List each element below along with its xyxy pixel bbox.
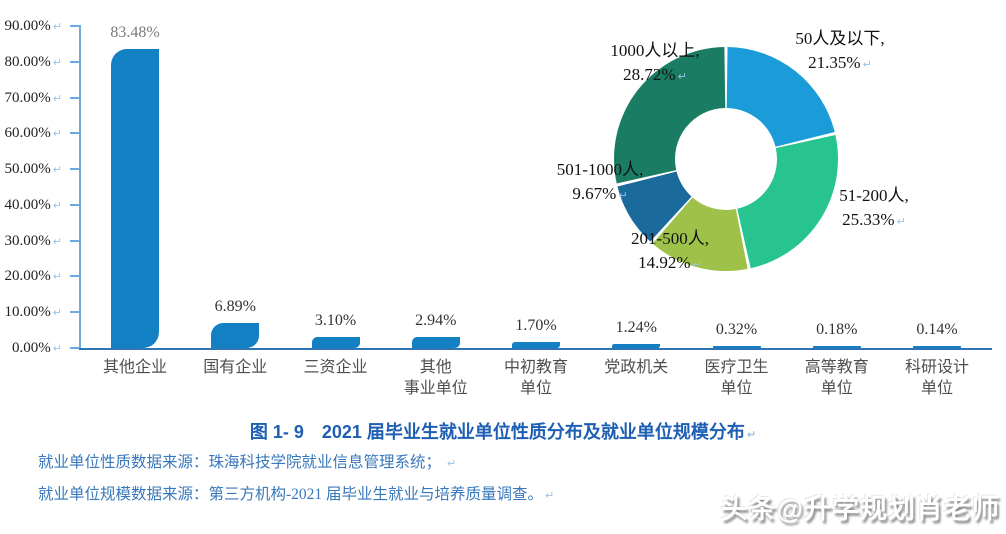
bar-other-enterprises — [111, 49, 159, 348]
y-tick-label: 60.00% ↵ — [4, 125, 62, 142]
bar-other-public-institutions — [411, 337, 460, 348]
y-tick-mark — [70, 132, 80, 135]
y-tick-label: 80.00% ↵ — [4, 53, 62, 70]
bar-primary-secondary-education-units — [512, 341, 560, 348]
y-tick-mark — [70, 311, 80, 314]
return-mark-icon: ↵ — [52, 198, 62, 212]
x-axis-line — [79, 348, 992, 350]
donut-label-size-51-200: 51-200人, 25.33% ↵ — [839, 186, 909, 229]
donut-label-size-501-1000: 501-1000人, 9.67% ↵ — [556, 160, 644, 203]
return-mark-icon: ↵ — [52, 20, 62, 33]
donut-slice-size-1000-plus — [613, 47, 726, 184]
return-mark-icon: ↵ — [52, 234, 62, 248]
donut-slice-size-51-200 — [737, 135, 838, 269]
bar-value-label-medical-health-units: 0.32% — [715, 321, 758, 338]
return-mark-icon: ↵ — [52, 127, 62, 141]
bar-value-label-research-design-units: 0.14% — [916, 321, 958, 338]
return-mark-icon: ↵ — [446, 457, 457, 470]
bar-value-label-primary-secondary-education-units: 1.70% — [515, 316, 557, 334]
return-mark-icon: ↵ — [52, 270, 62, 284]
y-tick-label: 20.00% ↵ — [4, 268, 62, 285]
y-tick-label: 10.00% ↵ — [4, 304, 62, 321]
bar-category-label-other-enterprises: 其他企业 — [102, 359, 167, 376]
y-tick-mark — [70, 25, 80, 27]
bar-category-label-party-government-organs: 党政机关 — [604, 359, 669, 376]
y-tick-mark — [70, 60, 80, 63]
bar-value-label-foreign-joint-ventures: 3.10% — [314, 311, 357, 329]
bar-party-government-organs — [612, 343, 661, 348]
bar-value-label-state-owned-enterprises: 6.89% — [214, 298, 256, 316]
source-line-nature-text: 就业单位性质数据来源：珠海科技学院就业信息管理系统； — [38, 454, 442, 471]
donut-slice-size-501-1000 — [617, 171, 692, 242]
bar-state-owned-enterprises — [211, 323, 260, 348]
bar-category-label-foreign-joint-ventures: 三资企业 — [303, 359, 368, 376]
bar-foreign-joint-ventures — [311, 336, 360, 348]
watermark: 头条@升学规划肖老师 — [720, 494, 1000, 524]
y-tick-label: 30.00% ↵ — [4, 232, 62, 249]
bar-category-label-higher-education-units: 高等教育 单位 — [804, 359, 869, 397]
y-tick-mark — [70, 347, 80, 349]
bar-category-label-medical-health-units: 医疗卫生 单位 — [704, 359, 769, 397]
source-line-scale-text: 就业单位规模数据来源：第三方机构-2021 届毕业生就业与培养质量调查。 — [38, 486, 544, 503]
return-mark-icon: ↵ — [896, 215, 906, 228]
bar-value-label-other-public-institutions: 2.94% — [415, 312, 457, 330]
return-mark-icon: ↵ — [52, 91, 62, 105]
bar-higher-education-units — [812, 346, 861, 348]
donut-chart — [613, 47, 838, 272]
return-mark-icon: ↵ — [52, 163, 62, 177]
bar-value-label-higher-education-units: 0.18% — [816, 321, 858, 338]
figure-caption: 图 1- 9 2021 届毕业生就业单位性质分布及就业单位规模分布 ↵ — [0, 418, 1006, 444]
bar-research-design-units — [913, 346, 961, 348]
return-mark-icon: ↵ — [52, 306, 62, 320]
return-mark-icon: ↵ — [545, 489, 555, 502]
bar-category-label-primary-secondary-education-units: 中初教育 单位 — [503, 359, 568, 397]
y-tick-label: 50.00% ↵ — [4, 161, 62, 178]
donut-slice-size-201-500 — [652, 197, 748, 272]
y-tick-mark — [70, 168, 80, 171]
donut-label-size-201-500: 201-500人, 14.92% ↵ — [631, 229, 709, 272]
bar-category-label-other-public-institutions: 其他 事业单位 — [403, 359, 468, 397]
bar-value-label-party-government-organs: 1.24% — [615, 318, 657, 336]
donut-label-size-1000-plus: 1000人以上, 28.72% ↵ — [610, 41, 700, 84]
y-tick-mark — [70, 203, 80, 206]
bar-medical-health-units — [712, 346, 761, 348]
return-mark-icon: ↵ — [692, 258, 702, 271]
donut-slice-size-50-and-below — [726, 47, 835, 147]
y-tick-mark — [70, 239, 80, 242]
donut-label-size-50-and-below: 50人及以下, 21.35% ↵ — [795, 29, 885, 72]
y-tick-label: 70.00% ↵ — [4, 89, 62, 106]
y-tick-mark — [70, 275, 80, 278]
figure-caption-text: 图 1- 9 2021 届毕业生就业单位性质分布及就业单位规模分布 — [249, 422, 745, 442]
y-tick-label: 0.00% ↵ — [12, 340, 62, 356]
return-mark-icon: ↵ — [862, 58, 872, 71]
y-axis-line — [79, 25, 81, 349]
y-tick-label: 40.00% ↵ — [4, 196, 62, 213]
bar-value-label-other-enterprises: 83.48% — [110, 24, 160, 42]
y-tick-label: 90.00% ↵ — [4, 18, 62, 34]
source-line-nature: 就业单位性质数据来源：珠海科技学院就业信息管理系统； ↵ — [38, 450, 968, 472]
return-mark-icon: ↵ — [677, 70, 687, 83]
return-mark-icon: ↵ — [52, 342, 62, 355]
return-mark-icon: ↵ — [746, 428, 757, 441]
bar-category-label-state-owned-enterprises: 国有企业 — [203, 359, 268, 376]
bar-category-label-research-design-units: 科研设计 单位 — [904, 359, 969, 397]
return-mark-icon: ↵ — [52, 55, 62, 69]
source-line-scale: 就业单位规模数据来源：第三方机构-2021 届毕业生就业与培养质量调查。 ↵ — [38, 482, 968, 504]
return-mark-icon: ↵ — [618, 189, 628, 202]
y-tick-mark — [70, 96, 80, 99]
